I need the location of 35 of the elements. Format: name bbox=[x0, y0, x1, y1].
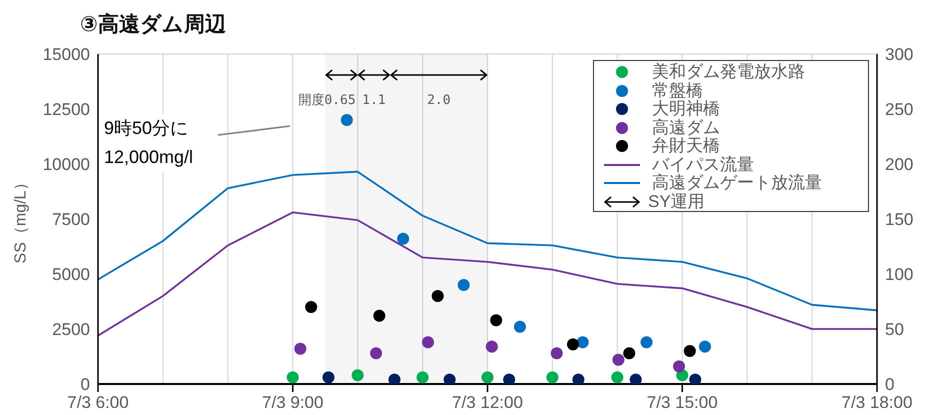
y-tick-label: 0 bbox=[80, 375, 90, 394]
y2-tick-label: 250 bbox=[885, 100, 914, 120]
y-tick-label: 5000 bbox=[52, 265, 90, 284]
y-tick-label: 15000 bbox=[42, 45, 90, 64]
legend-label: 常盤橋 bbox=[652, 80, 703, 100]
annotation: SY運用 bbox=[648, 192, 705, 211]
y-tick-label: 7500 bbox=[52, 210, 90, 230]
line-series bbox=[98, 212, 877, 336]
legend-label: 大明神橋 bbox=[652, 99, 720, 118]
x-tick-label: 7/3 9:00 bbox=[262, 393, 324, 412]
y-tick-label: 10000 bbox=[42, 155, 90, 174]
legend-label: 高遠ダム bbox=[652, 118, 720, 137]
y2-tick-label: 200 bbox=[885, 155, 914, 174]
y2-tick-label: 300 bbox=[885, 45, 914, 64]
line-series bbox=[98, 170, 877, 312]
band-label: 開度0.65 bbox=[298, 92, 356, 108]
legend-label: 美和ダム発電放水路 bbox=[652, 62, 805, 82]
band-label: 2.0 bbox=[427, 93, 451, 108]
x-tick-label: 7/3 18:00 bbox=[842, 393, 912, 412]
y2-tick-label: 0 bbox=[885, 375, 894, 394]
x-tick-label: 7/3 6:00 bbox=[67, 393, 129, 412]
y2-tick-label: 100 bbox=[885, 265, 914, 284]
y2-tick-label: 150 bbox=[885, 210, 914, 230]
annotation: 9時50分に 12,000mg/l bbox=[100, 114, 198, 172]
y-axis-title: SS（mg/L） bbox=[12, 174, 30, 264]
legend-label: 弁財天橋 bbox=[652, 136, 720, 156]
legend-label: 高遠ダムゲート放流量 bbox=[652, 173, 822, 192]
y-tick-label: 2500 bbox=[52, 320, 90, 340]
y2-tick-label: 50 bbox=[885, 320, 904, 340]
x-tick-label: 7/3 12:00 bbox=[452, 393, 523, 412]
y-tick-label: 12500 bbox=[42, 100, 90, 120]
chart-title: ③高遠ダム周辺 bbox=[80, 12, 226, 38]
band-label: 1.1 bbox=[362, 93, 386, 108]
x-tick-label: 7/3 15:00 bbox=[646, 393, 718, 412]
legend-label: バイパス流量 bbox=[652, 154, 754, 174]
